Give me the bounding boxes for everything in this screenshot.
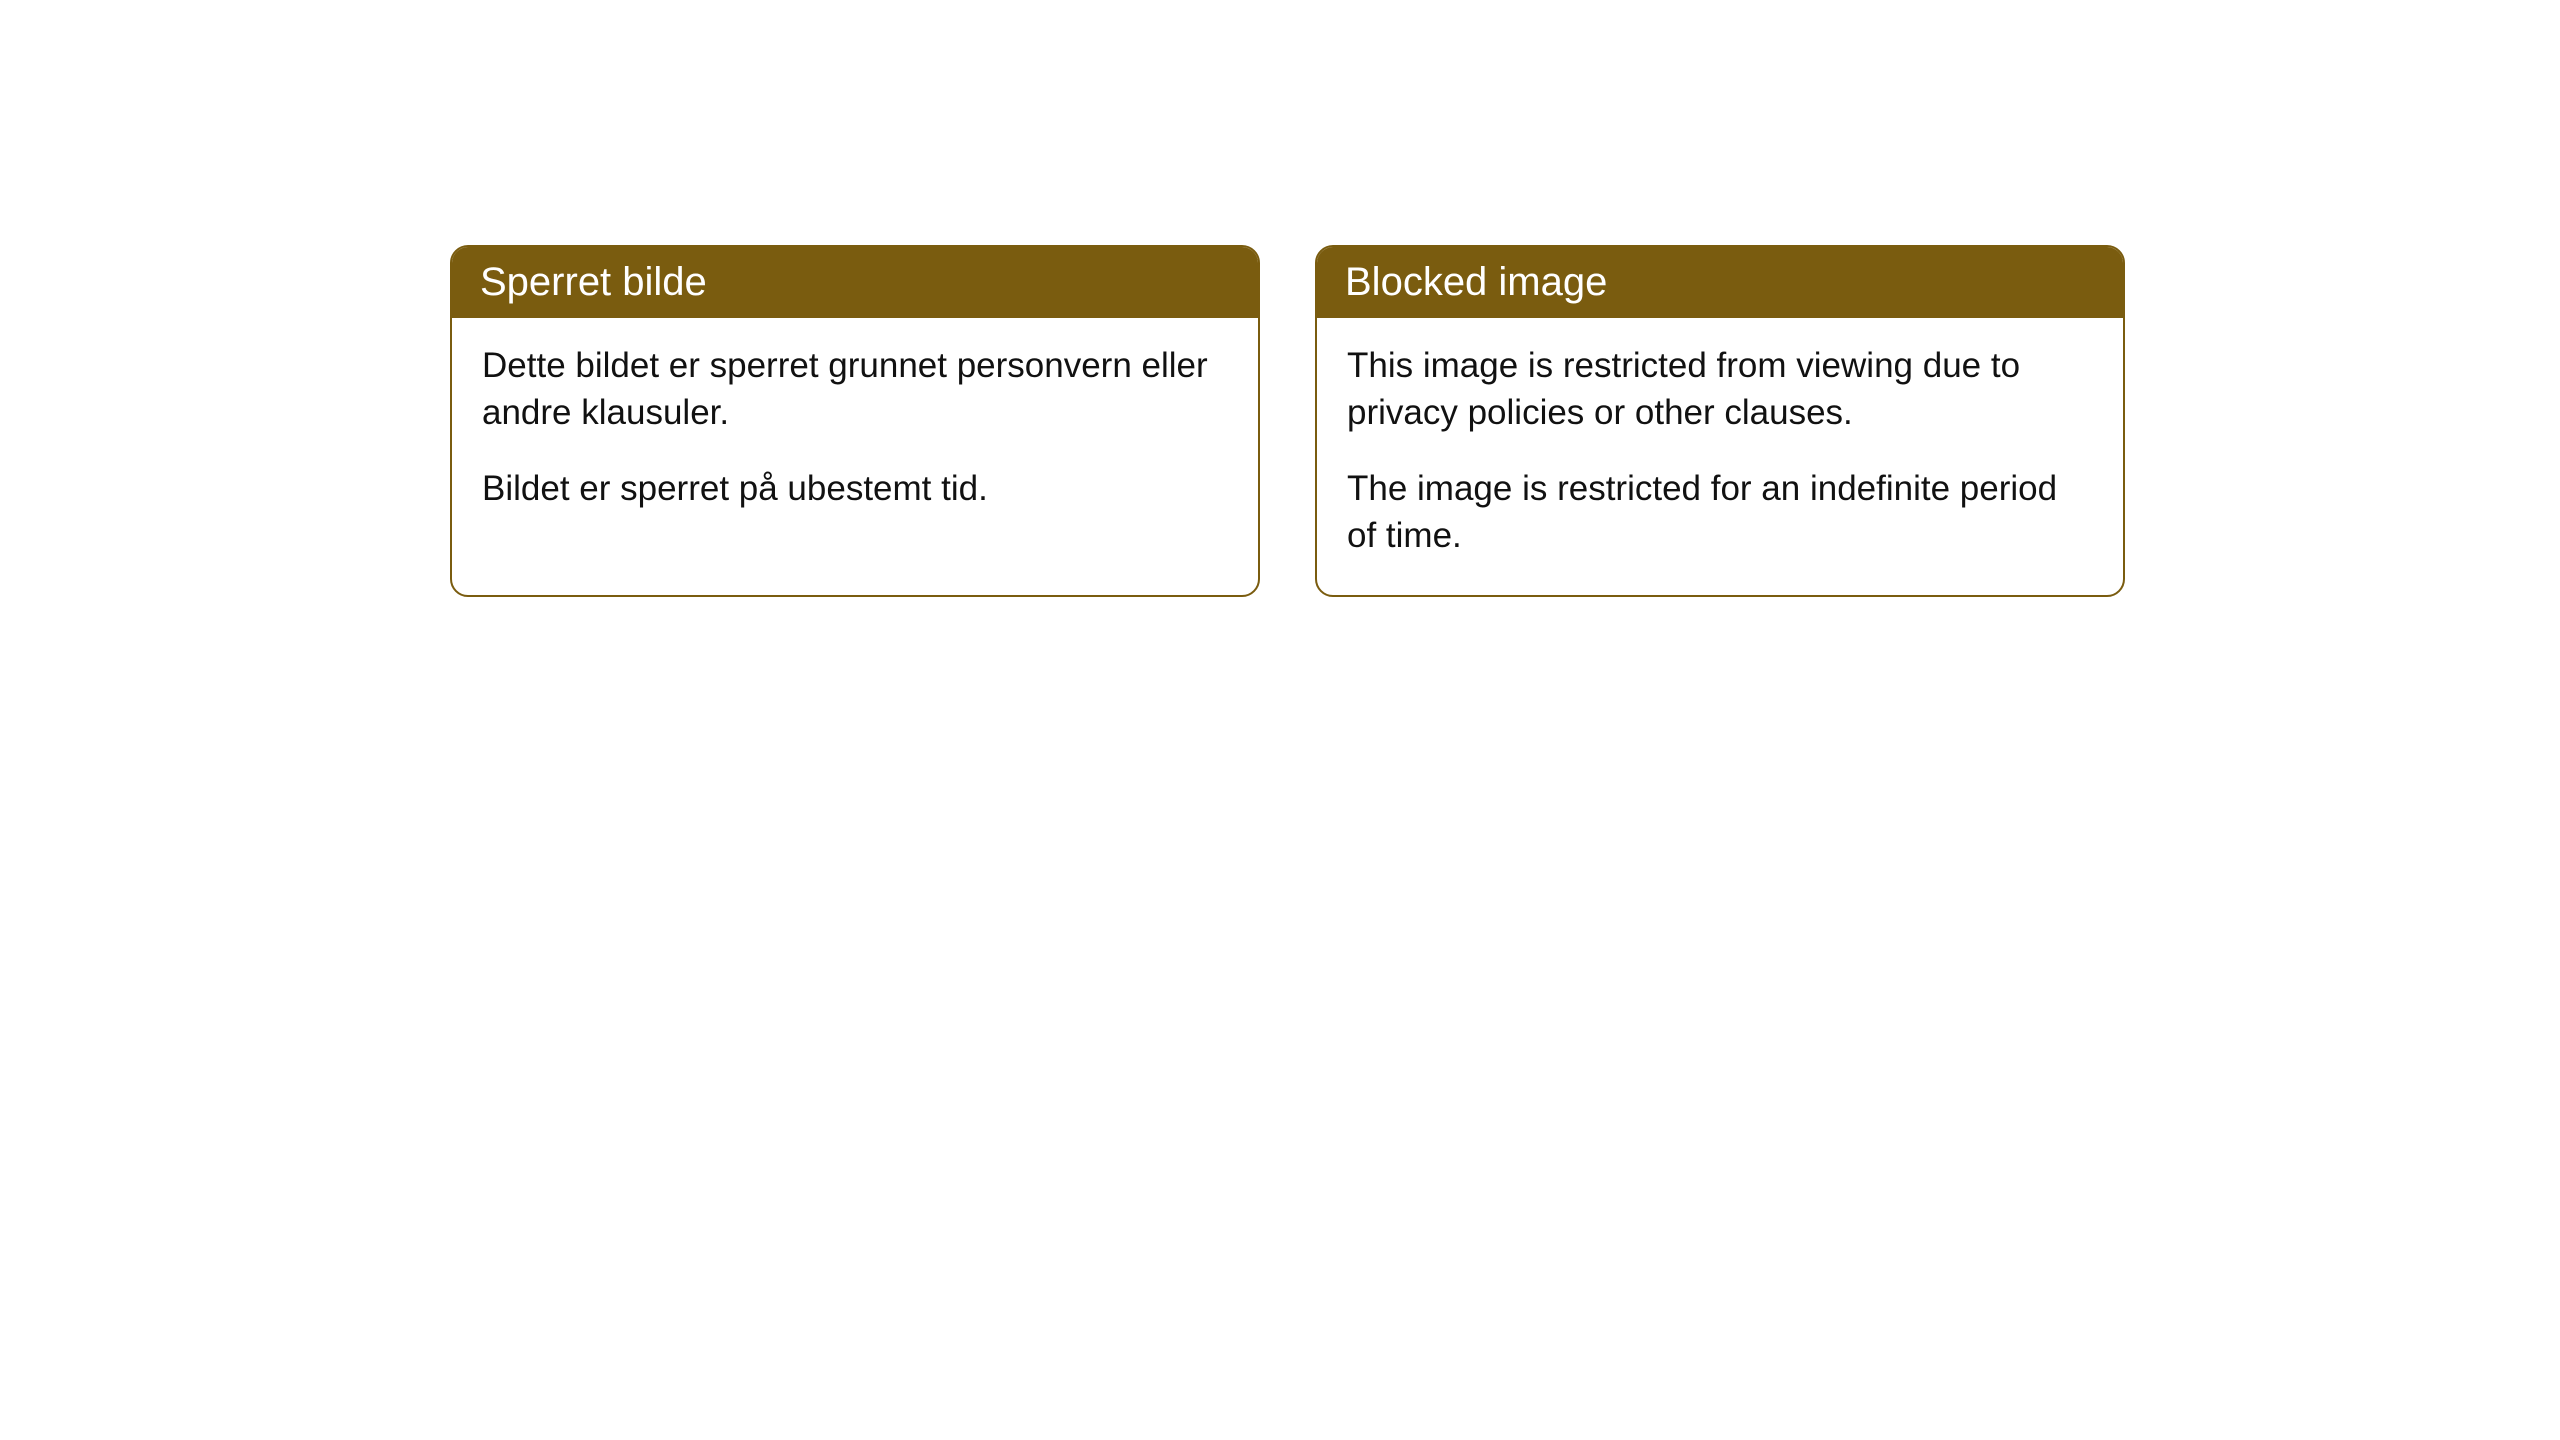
card-body-english: This image is restricted from viewing du… — [1317, 318, 2123, 595]
card-title-english: Blocked image — [1345, 260, 1607, 304]
blocked-image-card-english: Blocked image This image is restricted f… — [1315, 245, 2125, 597]
card-text-norwegian-1: Dette bildet er sperret grunnet personve… — [482, 342, 1228, 437]
card-title-norwegian: Sperret bilde — [480, 260, 707, 304]
blocked-image-card-norwegian: Sperret bilde Dette bildet er sperret gr… — [450, 245, 1260, 597]
card-header-norwegian: Sperret bilde — [452, 247, 1258, 318]
card-text-english-1: This image is restricted from viewing du… — [1347, 342, 2093, 437]
card-text-english-2: The image is restricted for an indefinit… — [1347, 465, 2093, 560]
card-header-english: Blocked image — [1317, 247, 2123, 318]
card-body-norwegian: Dette bildet er sperret grunnet personve… — [452, 318, 1258, 548]
card-text-norwegian-2: Bildet er sperret på ubestemt tid. — [482, 465, 1228, 512]
notice-cards-container: Sperret bilde Dette bildet er sperret gr… — [450, 245, 2560, 597]
